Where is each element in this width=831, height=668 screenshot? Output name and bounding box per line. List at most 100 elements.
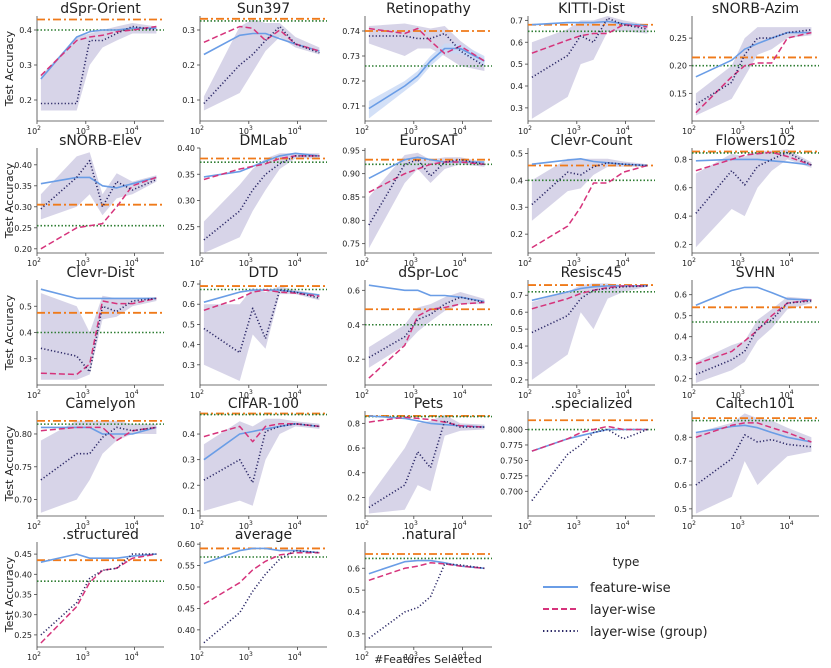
x-tick-label: 103 xyxy=(239,125,253,136)
y-tick-label: 0.3 xyxy=(19,61,32,70)
y-tick-label: 0.3 xyxy=(674,354,687,363)
subplot-title: .natural xyxy=(401,527,456,543)
subplot-3: Retinopathy 0.71 0.72 0.73 0.74 102 103 104 xyxy=(342,1,492,136)
y-tick-label: 0.4 xyxy=(19,329,32,338)
x-tick-label: 103 xyxy=(731,125,745,136)
y-tick-label: 0.775 xyxy=(500,441,523,450)
y-tick-label: 0.95 xyxy=(342,146,360,155)
plot-area xyxy=(200,152,327,253)
x-tick-label: 104 xyxy=(453,257,467,268)
y-tick-label: 0.6 xyxy=(674,481,687,490)
plot-area xyxy=(528,16,655,119)
x-tick-label: 104 xyxy=(125,520,139,531)
y-tick-label: 0.3 xyxy=(19,355,32,364)
x-tick-label: 102 xyxy=(355,651,369,662)
series-line-feature xyxy=(531,158,648,167)
subplot-title: Sun397 xyxy=(237,1,290,17)
y-tick-label: 0.2 xyxy=(347,493,360,502)
series-line-layer xyxy=(695,31,812,114)
subplot-title: Flowers102 xyxy=(715,133,795,149)
y-tick-label: 0.75 xyxy=(342,240,360,249)
subplot-title: SVHN xyxy=(736,265,775,281)
series-line-feature xyxy=(695,286,812,306)
y-tick-label: 0.50 xyxy=(177,583,195,592)
x-tick-label: 103 xyxy=(239,520,253,531)
y-tick-label: 0.8 xyxy=(347,419,360,428)
y-tick-label: 0.3 xyxy=(182,26,195,35)
series-line-layer xyxy=(40,25,157,77)
group-confidence-band xyxy=(203,286,320,381)
subplot-2: Sun397 0.1 0.2 0.3 102 103 104 xyxy=(182,1,327,136)
subplot-title: DTD xyxy=(248,265,278,281)
x-tick-label: 104 xyxy=(780,125,794,136)
x-tick-label: 102 xyxy=(682,125,696,136)
y-tick-label: 0.3 xyxy=(182,361,195,370)
subplot-5: sNORB-Azim 0.15 0.20 0.25 102 103 104 xyxy=(669,1,819,136)
series-line-layer xyxy=(40,553,157,644)
series-line-feature xyxy=(368,156,485,180)
subplot-title: Clevr-Count xyxy=(550,133,633,149)
y-tick-label: 0.73 xyxy=(342,52,360,61)
group-confidence-band xyxy=(368,23,485,71)
series-line-group xyxy=(695,300,812,376)
y-tick-label: 0.90 xyxy=(342,170,360,179)
group-confidence-band xyxy=(531,158,648,221)
series-line-layer xyxy=(203,25,320,52)
subplot-23: .natural 0.3 0.4 0.5 0.6 102 103 104 xyxy=(347,527,492,662)
subplot-18: Pets 0.2 0.4 0.6 0.8 102 103 104 xyxy=(347,396,492,531)
subplot-title: DMLab xyxy=(239,133,287,149)
y-tick-label: 0.85 xyxy=(342,193,360,202)
x-tick-label: 104 xyxy=(288,257,302,268)
y-tick-label: 0.2 xyxy=(19,96,32,105)
y-tick-label: 0.4 xyxy=(182,430,195,439)
series-line-feature xyxy=(531,20,648,27)
y-tick-label: 0.4 xyxy=(674,212,687,221)
y-tick-label: 0.6 xyxy=(347,286,360,295)
x-tick-label: 103 xyxy=(731,257,745,268)
subplot-12: DTD 0.3 0.4 0.5 0.6 0.7 102 103 104 xyxy=(182,265,327,400)
y-tick-label: 0.6 xyxy=(510,38,523,47)
group-confidence-band xyxy=(695,296,812,383)
y-tick-label: 0.74 xyxy=(342,27,360,36)
y-tick-label: 0.4 xyxy=(674,333,687,342)
x-tick-label: 103 xyxy=(404,389,418,400)
plot-area xyxy=(692,27,819,116)
y-tick-label: 0.4 xyxy=(347,321,360,330)
x-tick-label: 103 xyxy=(76,389,90,400)
series-line-layer xyxy=(531,164,648,249)
series-line-layer xyxy=(368,562,485,582)
group-confidence-band xyxy=(695,149,812,248)
x-tick-label: 103 xyxy=(404,125,418,136)
subplot-13: dSpr-Loc 0.2 0.4 0.6 102 103 104 xyxy=(347,265,492,400)
y-tick-label: 0.25 xyxy=(177,223,195,232)
x-tick-label: 103 xyxy=(404,651,418,662)
y-tick-label: 0.30 xyxy=(177,197,195,206)
y-tick-label: 0.6 xyxy=(347,564,360,573)
x-tick-label: 102 xyxy=(190,520,204,531)
series-line-group xyxy=(40,25,157,105)
subplot-title: sNORB-Elev xyxy=(59,133,142,149)
subplot-title: .specialized xyxy=(550,396,632,412)
x-tick-label: 104 xyxy=(616,520,630,531)
x-tick-label: 102 xyxy=(27,520,41,531)
series-line-group xyxy=(368,296,485,359)
subplot-22: average 0.40 0.45 0.50 0.55 0.60 102 103 104 xyxy=(177,527,327,662)
y-tick-label: 0.2 xyxy=(182,61,195,70)
subplot-title: .structured xyxy=(62,527,139,543)
y-tick-label: 0.4 xyxy=(347,469,360,478)
series-line-group xyxy=(531,428,648,502)
x-tick-label: 102 xyxy=(518,389,532,400)
y-tick-label: 0.5 xyxy=(510,60,523,69)
x-tick-label: 103 xyxy=(239,257,253,268)
y-tick-label: 0.72 xyxy=(342,77,360,86)
y-tick-label: 0.35 xyxy=(14,591,32,600)
plot-area xyxy=(528,158,655,249)
series-line-group xyxy=(531,162,648,206)
x-tick-label: 104 xyxy=(780,389,794,400)
subplot-title: average xyxy=(235,527,292,543)
x-tick-label: 102 xyxy=(190,389,204,400)
y-tick-label: 0.5 xyxy=(674,505,687,514)
plot-area xyxy=(692,413,819,514)
series-line-layer xyxy=(368,161,485,193)
